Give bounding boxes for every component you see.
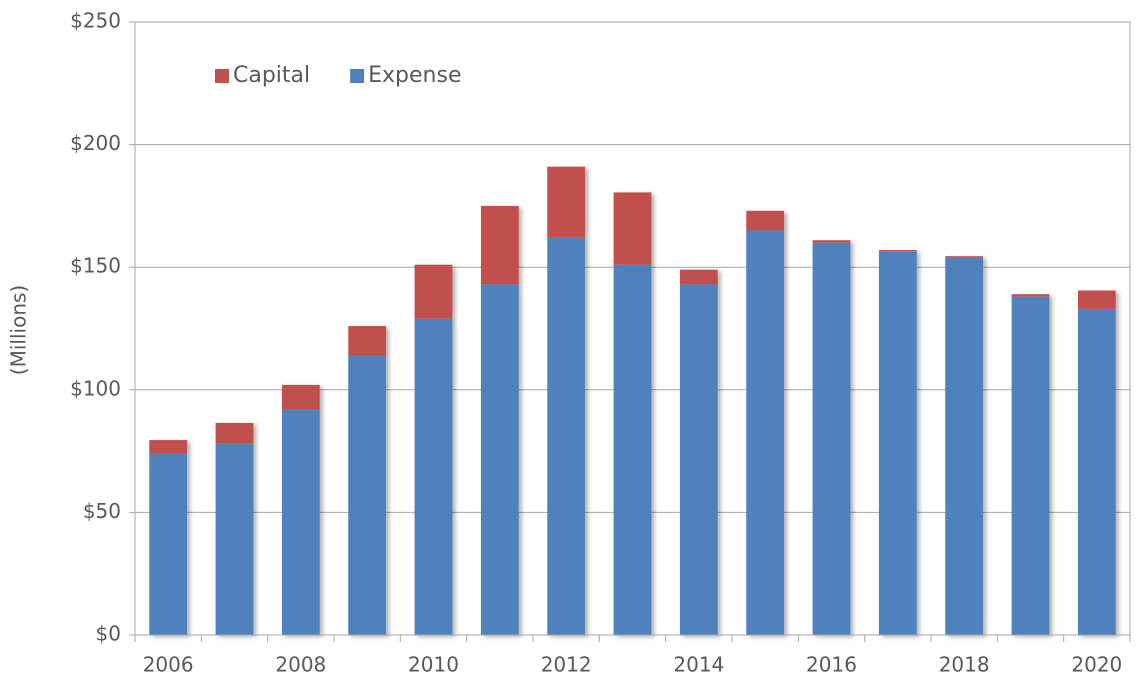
bar-segment — [679, 269, 718, 285]
bar-segment — [812, 240, 851, 243]
bar-segment — [480, 205, 519, 285]
bar-segment — [945, 257, 984, 635]
bars — [149, 166, 1116, 636]
y-tick-label: $200 — [70, 131, 121, 155]
bar-segment — [480, 284, 519, 635]
x-tick-label: 2014 — [673, 653, 724, 677]
x-tick-label: 2016 — [806, 653, 857, 677]
bar-segment — [414, 318, 453, 635]
bar-segment — [613, 192, 652, 265]
bar-segment — [547, 166, 586, 238]
legend-swatch — [350, 69, 365, 83]
bar-segment — [878, 250, 917, 252]
bar-segment — [281, 409, 320, 635]
y-tick-label: $250 — [70, 9, 121, 33]
bar-segment — [414, 264, 453, 319]
bar-segment — [812, 242, 851, 635]
bar-segment — [348, 326, 387, 356]
bar-segment — [281, 384, 320, 410]
bar-segment — [746, 210, 785, 231]
bar-segment — [878, 251, 917, 635]
y-axis-label: (Millions) — [7, 285, 31, 375]
bar-segment — [547, 237, 586, 635]
bar-segment — [1011, 296, 1050, 635]
x-tick-label: 2010 — [408, 653, 459, 677]
bar-segment — [1077, 290, 1116, 309]
bar-segment — [1011, 294, 1050, 297]
x-tick-label: 2012 — [541, 653, 592, 677]
y-tick-label: $0 — [96, 622, 121, 646]
x-tick-label: 2020 — [1071, 653, 1122, 677]
bar-segment — [215, 443, 254, 635]
x-tick-label: 2006 — [143, 653, 194, 677]
bar-segment — [348, 355, 387, 635]
legend-swatch — [215, 69, 229, 83]
x-tick-label: 2018 — [939, 653, 990, 677]
bar-segment — [215, 422, 254, 444]
bar-segment — [149, 453, 188, 635]
legend-label: Capital — [233, 63, 310, 88]
bar-segment — [613, 264, 652, 635]
bar-segment — [746, 230, 785, 636]
bar-segment — [1077, 308, 1116, 635]
x-tick-label: 2008 — [275, 653, 326, 677]
y-tick-label: $100 — [70, 376, 121, 400]
bar-segment — [945, 256, 984, 258]
y-tick-label: $50 — [83, 499, 121, 523]
legend-label: Expense — [368, 63, 461, 88]
bar-segment — [679, 284, 718, 635]
bar-segment — [149, 440, 188, 454]
y-tick-label: $150 — [70, 254, 121, 278]
